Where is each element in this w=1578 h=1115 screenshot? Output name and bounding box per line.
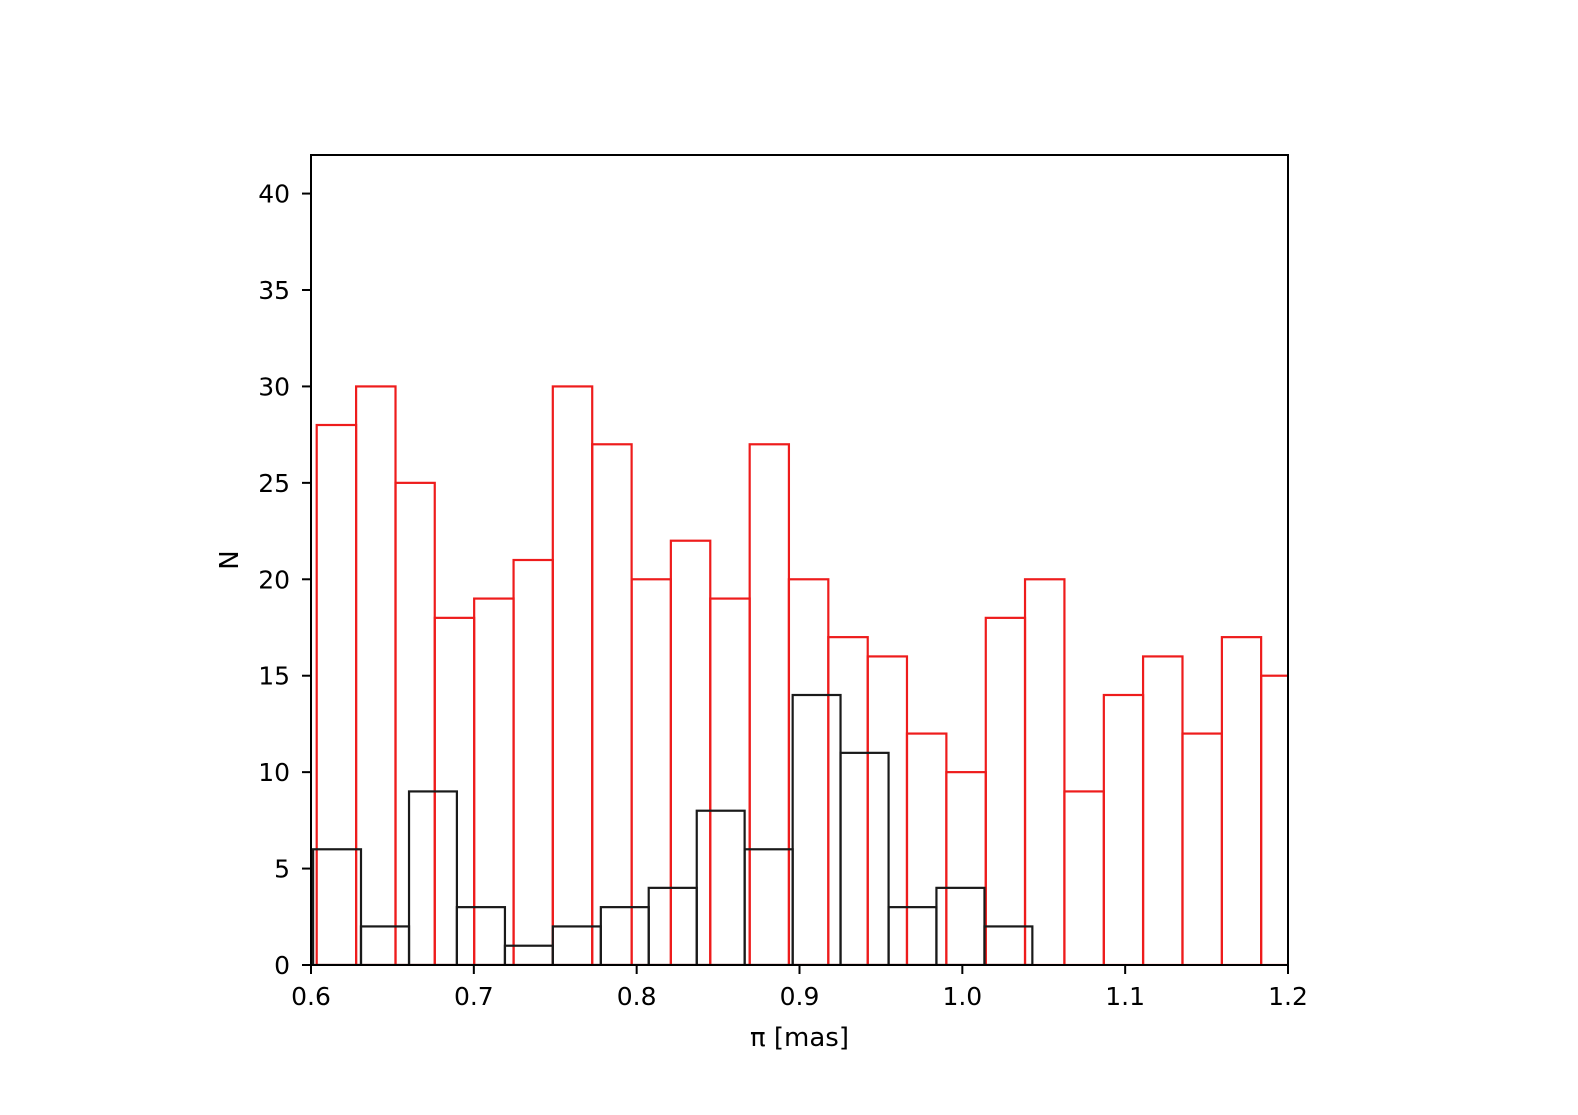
y-tick-label: 10 bbox=[258, 758, 290, 787]
y-tick-label: 40 bbox=[258, 180, 290, 209]
histogram-bar bbox=[512, 558, 554, 965]
histogram-bar bbox=[599, 906, 650, 965]
y-tick-label: 30 bbox=[258, 372, 290, 401]
histogram-bar bbox=[827, 636, 869, 965]
y-tick-label: 35 bbox=[258, 276, 290, 305]
histogram-bar bbox=[935, 886, 986, 965]
histogram-bar bbox=[1023, 578, 1066, 965]
histogram-bar bbox=[743, 848, 794, 965]
histogram-bar bbox=[551, 925, 602, 965]
histogram-bar bbox=[551, 385, 594, 965]
histogram-bar bbox=[1260, 674, 1288, 965]
histogram-bar bbox=[1141, 655, 1184, 965]
histogram-bar bbox=[839, 751, 890, 965]
histogram-bar bbox=[315, 423, 358, 965]
histogram-bar bbox=[1102, 693, 1145, 965]
histogram-bar bbox=[887, 906, 938, 965]
histogram-bar bbox=[787, 578, 830, 965]
histogram-bar bbox=[1181, 732, 1223, 965]
histogram-bar bbox=[748, 443, 791, 965]
histogram-bar bbox=[791, 693, 842, 965]
x-tick-label: 0.6 bbox=[291, 982, 331, 1011]
y-tick-label: 25 bbox=[258, 469, 290, 498]
y-tick-label: 5 bbox=[274, 855, 290, 884]
x-tick-label: 1.1 bbox=[1105, 982, 1145, 1011]
x-tick-label: 0.7 bbox=[454, 982, 494, 1011]
histogram-bar bbox=[695, 809, 746, 965]
histogram-bar bbox=[473, 597, 515, 965]
y-tick-label: 20 bbox=[258, 565, 290, 594]
x-tick-label: 1.0 bbox=[942, 982, 982, 1011]
y-axis-label: N bbox=[215, 550, 245, 569]
histogram-bar bbox=[905, 732, 948, 965]
histogram-bar bbox=[945, 771, 987, 965]
x-tick-label: 0.9 bbox=[780, 982, 820, 1011]
axis-ticks-layer: 0.6 0.7 0.8 0.9 1.0 1.1 1.2 0 5 10 15 20 25 30 35 40 bbox=[258, 180, 1308, 1011]
histogram-bar bbox=[359, 925, 411, 965]
x-tick-label: 0.8 bbox=[617, 982, 657, 1011]
histogram-bar bbox=[866, 655, 909, 965]
histogram-bar bbox=[312, 848, 363, 965]
histogram-bar bbox=[503, 944, 554, 965]
series-1 bbox=[312, 693, 1034, 965]
series-0 bbox=[315, 385, 1288, 965]
histogram-bar bbox=[1063, 790, 1105, 965]
histogram-bar bbox=[455, 906, 507, 965]
x-axis-label: π [mas] bbox=[750, 1023, 849, 1053]
histogram-series-layer bbox=[312, 385, 1288, 965]
y-tick-label: 15 bbox=[258, 662, 290, 691]
histogram-bar bbox=[407, 790, 458, 965]
histogram-bar bbox=[1220, 636, 1263, 965]
histogram-bar bbox=[647, 886, 698, 965]
histogram-bar bbox=[669, 539, 712, 965]
y-tick-label: 0 bbox=[274, 951, 290, 980]
x-tick-label: 1.2 bbox=[1268, 982, 1308, 1011]
histogram-bar bbox=[591, 443, 633, 965]
histogram-bar bbox=[984, 616, 1027, 965]
histogram-bar bbox=[394, 481, 436, 965]
histogram-bar bbox=[983, 925, 1034, 965]
